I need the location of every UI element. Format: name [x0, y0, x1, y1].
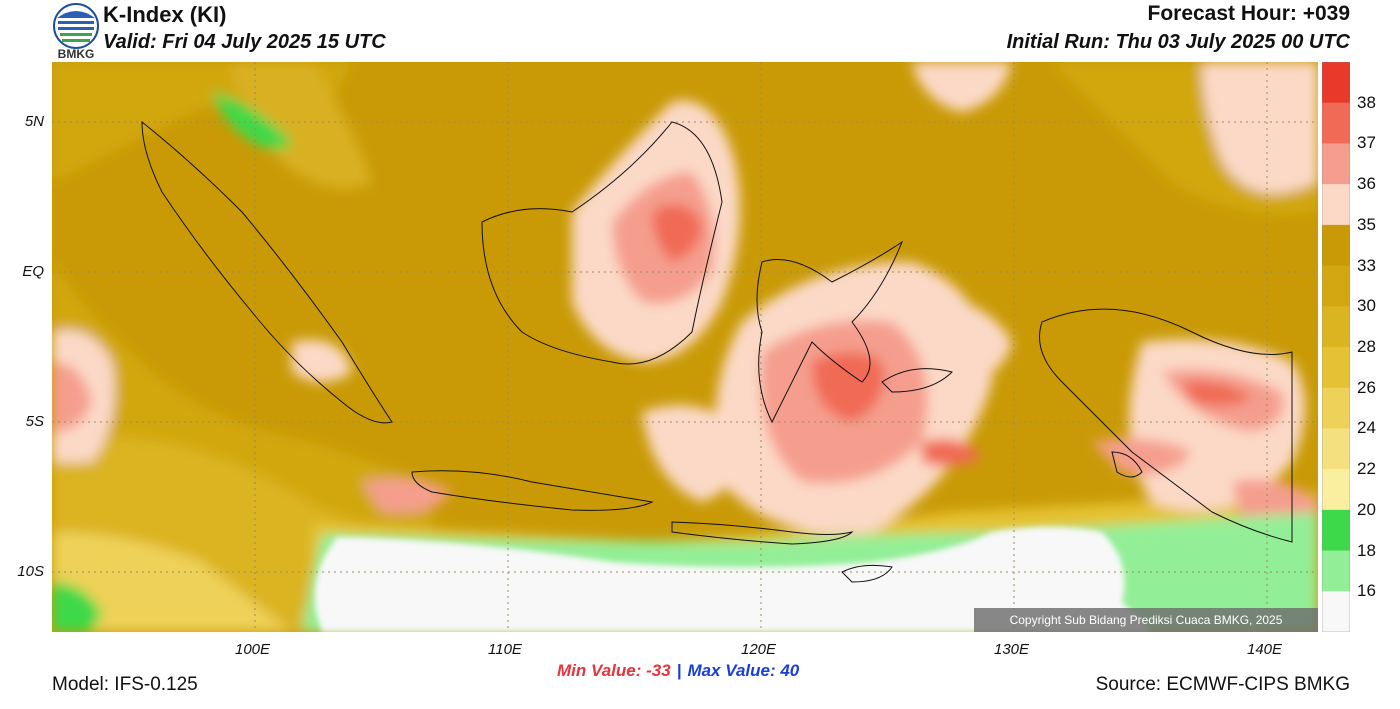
colorbar-label: 36	[1357, 174, 1376, 194]
lon-tick-label: 140E	[1247, 641, 1283, 658]
colorbar-label: 30	[1357, 296, 1376, 316]
colorbar-label: 24	[1357, 418, 1376, 438]
max-value: Max Value: 40	[687, 661, 800, 680]
colorbar-label: 38	[1357, 92, 1376, 112]
lon-tick-label: 120E	[741, 641, 777, 658]
lon-tick-label: 130E	[994, 641, 1030, 658]
colorbar-segment	[1322, 428, 1350, 470]
lon-tick-label: 100E	[235, 641, 271, 658]
bmkg-logo: BMKG	[53, 3, 99, 60]
ocean-blank	[314, 527, 1152, 632]
forecast-hour: Forecast Hour: +039	[1147, 2, 1351, 25]
colorbar-label: 26	[1357, 377, 1376, 397]
colorbar-label: 37	[1357, 133, 1376, 153]
colorbar-segment	[1322, 387, 1350, 429]
valid-time: Valid: Fri 04 July 2025 15 UTC	[103, 31, 386, 53]
colorbar-label: 28	[1357, 337, 1376, 356]
colorbar-segment	[1322, 143, 1350, 185]
colorbar-segment	[1322, 469, 1350, 511]
lon-tick-label: 110E	[488, 641, 522, 658]
colorbar-segment	[1322, 550, 1350, 592]
min-max-separator: |	[676, 661, 682, 680]
colorbar-label: 33	[1357, 255, 1376, 275]
lat-tick-label: EQ	[22, 263, 44, 280]
min-max-values: Min Value: -33 | Max Value: 40	[557, 661, 799, 681]
chart-title: K-Index (KI)	[103, 2, 227, 27]
initial-run: Initial Run: Thu 03 July 2025 00 UTC	[1006, 31, 1350, 53]
colorbar	[1322, 62, 1350, 632]
colorbar-segment	[1322, 306, 1350, 348]
colorbar-segment	[1322, 62, 1350, 104]
copyright-box: Copyright Sub Bidang Prediksi Cuaca BMKG…	[974, 608, 1318, 632]
model-label: Model: IFS-0.125	[52, 674, 198, 695]
colorbar-label: 20	[1357, 499, 1376, 519]
grid-lines	[52, 62, 1318, 632]
colorbar-segment	[1322, 509, 1350, 552]
colorbar-segment	[1322, 224, 1350, 267]
colorbar-label: 18	[1357, 540, 1376, 560]
colorbar-segment	[1322, 347, 1350, 389]
min-value: Min Value: -33	[557, 661, 671, 680]
lat-tick-label: 5S	[25, 413, 44, 430]
lat-tick-label: 10S	[17, 563, 44, 580]
coastlines	[141, 120, 1293, 583]
source-label: Source: ECMWF-CIPS BMKG	[1095, 674, 1350, 695]
colorbar-segment	[1322, 102, 1350, 144]
lat-tick-label: 5N	[24, 113, 44, 130]
colorbar-label: 16	[1357, 581, 1376, 601]
colorbar-label: 22	[1357, 459, 1376, 479]
colorbar-segment	[1322, 184, 1350, 226]
colorbar-segment	[1322, 591, 1350, 632]
colorbar-label: 35	[1357, 214, 1376, 234]
k-index-map	[52, 62, 1318, 632]
logo-text: BMKG	[58, 47, 95, 60]
colorbar-segment	[1322, 265, 1350, 307]
